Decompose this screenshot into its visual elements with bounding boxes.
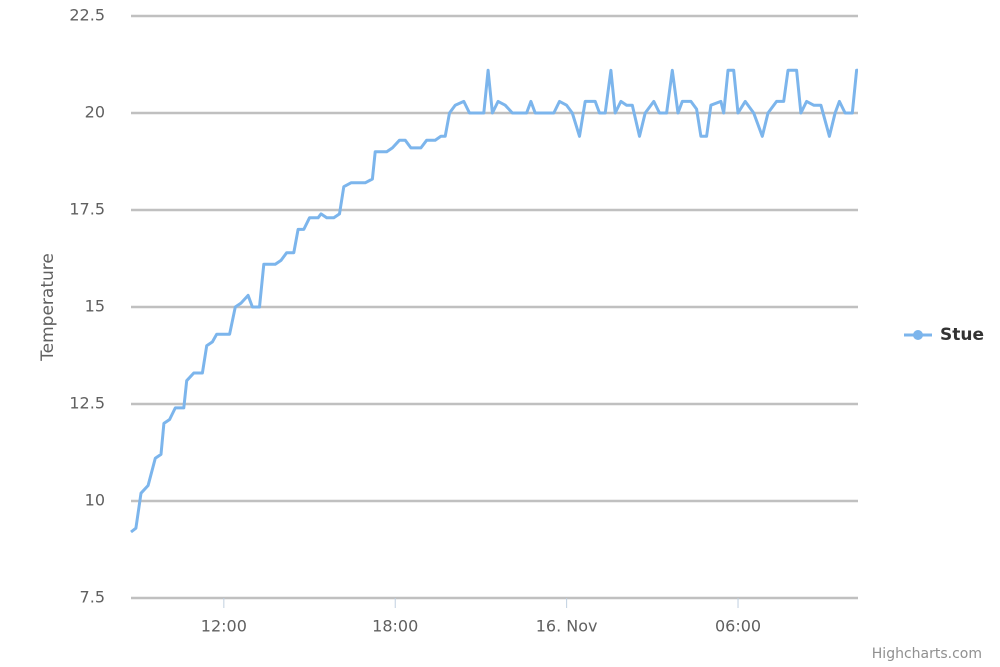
x-tick-label: 16. Nov [536,617,598,636]
y-tick-label: 22.5 [69,6,105,25]
y-tick-label: 12.5 [69,394,105,413]
x-tick-label: 06:00 [715,617,761,636]
x-tick-label: 12:00 [201,617,247,636]
credits[interactable]: Highcharts.com [872,646,982,662]
y-tick-label: 7.5 [80,588,105,607]
legend-label: Stue [940,325,984,345]
y-axis-title: Temperature [38,253,58,362]
legend-symbol [913,330,923,340]
x-tick-label: 18:00 [372,617,418,636]
line-series [130,68,859,534]
y-tick-label: 20 [85,103,105,122]
y-tick-label: 15 [85,297,105,316]
y-tick-label: 10 [85,491,105,510]
y-tick-label: 17.5 [69,200,105,219]
